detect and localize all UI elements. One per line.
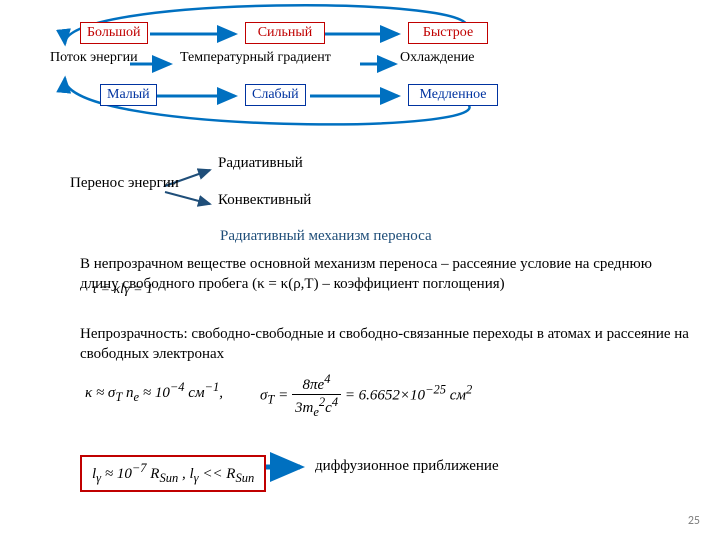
paragraph-2: Непрозрачность: свободно-свободные и сво…	[80, 325, 690, 364]
box-weak-label: Слабый	[252, 87, 299, 102]
box-strong: Сильный	[245, 22, 325, 44]
box-fast: Быстрое	[408, 22, 488, 44]
paragraph-1: В непрозрачном веществе основной механиз…	[80, 255, 675, 294]
box-fast-label: Быстрое	[423, 25, 473, 40]
formula-sigma: σT = 8πe43me2c4 = 6.6652×10−25 см2	[260, 372, 472, 420]
box-small: Малый	[100, 84, 157, 106]
box-large-label: Большой	[87, 25, 141, 40]
label-diffusion: диффузионное приближение	[315, 458, 499, 475]
box-weak: Слабый	[245, 84, 306, 106]
formula-lgamma-box: lγ ≈ 10−7 RSun , lγ << RSun	[80, 455, 266, 492]
box-slow-label: Медленное	[420, 87, 487, 102]
box-strong-label: Сильный	[258, 25, 313, 40]
formula-tau: τ = κlγ = 1	[92, 282, 153, 298]
label-energy-transfer: Перенос энергии	[70, 175, 180, 192]
formula-kappa: κ ≈ σT ne ≈ 10−4 см−1,	[85, 380, 223, 405]
page-number: 25	[688, 514, 700, 528]
label-convective: Конвективный	[218, 192, 348, 209]
box-small-label: Малый	[107, 87, 150, 102]
label-temp-gradient: Температурный градиент	[180, 50, 360, 66]
heading-radiative-mechanism: Радиативный механизм переноса	[220, 228, 480, 245]
box-large: Большой	[80, 22, 148, 44]
box-slow: Медленное	[408, 84, 498, 106]
label-cooling: Охлаждение	[400, 50, 510, 66]
label-energy-flow: Поток энергии	[50, 50, 150, 66]
label-radiative: Радиативный	[218, 155, 338, 172]
